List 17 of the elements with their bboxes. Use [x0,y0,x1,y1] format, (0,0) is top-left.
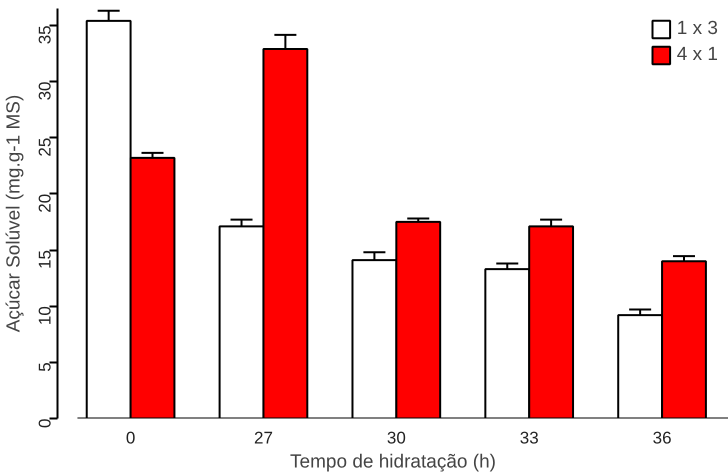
y-tick-label: 10 [36,306,54,326]
legend-label: 4 x 1 [676,44,718,66]
y-tick-label: 5 [36,362,54,372]
x-tick-label: 36 [652,428,672,448]
y-tick-label: 25 [36,138,54,157]
y-tick-label: 35 [36,25,54,44]
y-tick-label: 0 [36,418,54,428]
legend-label: 1 x 3 [676,18,718,40]
y-tick-label: 30 [36,82,54,100]
x-tick-label: 0 [126,428,136,448]
x-tick-label: 27 [254,428,273,448]
y-tick-label: 15 [36,250,54,269]
x-tick-label: 33 [520,428,539,448]
y-axis-title: Açúcar Solúvel (mg.g-1 MS) [4,94,24,332]
y-tick-label: 20 [36,194,54,213]
x-tick-label: 30 [386,428,406,448]
x-axis-title: Tempo de hidratação (h) [290,452,496,472]
